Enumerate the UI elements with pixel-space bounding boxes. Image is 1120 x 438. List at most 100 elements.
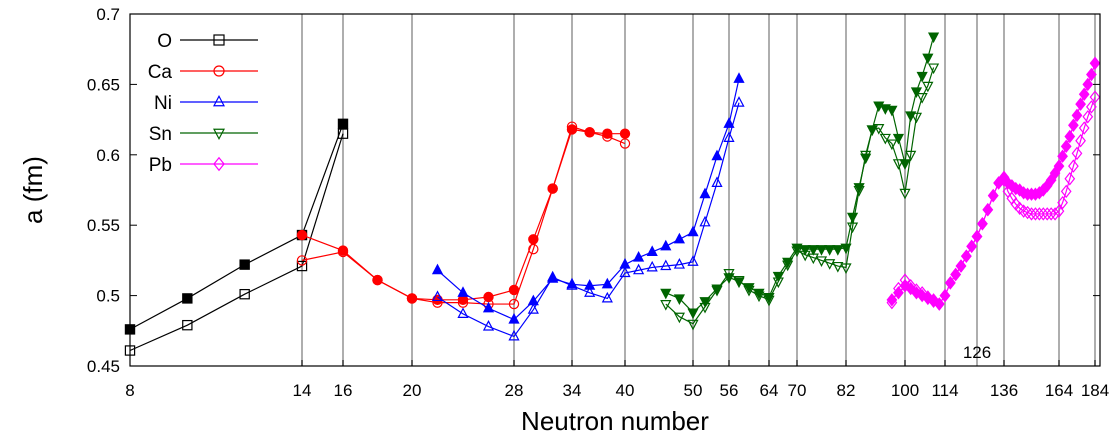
data-point: [916, 93, 928, 104]
data-point: [782, 260, 794, 272]
data-point: [457, 307, 469, 318]
data-point: [1075, 134, 1086, 148]
data-point: [1053, 204, 1065, 218]
tick-marks: [129, 13, 1100, 367]
data-point: [886, 105, 898, 117]
data-point: [1075, 97, 1086, 111]
data-point: [508, 298, 520, 310]
data-point: [892, 159, 905, 170]
data-point: [922, 290, 934, 304]
x-tick-label: 184: [1081, 381, 1109, 400]
x-tick-label: 82: [837, 381, 856, 400]
data-point: [699, 187, 711, 199]
data-point: [1068, 159, 1079, 173]
data-point: [619, 128, 631, 139]
data-point: [971, 229, 983, 244]
data-point: [566, 279, 578, 290]
data-point: [840, 243, 852, 255]
data-point: [1071, 108, 1083, 123]
data-point: [431, 290, 444, 302]
series-sn-filled: [660, 32, 940, 320]
data-point: [547, 270, 559, 282]
data-point: [1049, 207, 1061, 221]
data-point: [1089, 56, 1101, 70]
x-tick-label: 136: [990, 381, 1018, 400]
y-tick-label: 0.55: [87, 216, 120, 235]
data-point: [457, 297, 469, 308]
y-tick-label: 0.6: [96, 146, 120, 165]
data-point: [824, 259, 836, 270]
data-point: [699, 302, 711, 314]
legend-label: Pb: [149, 155, 172, 176]
data-point: [602, 131, 613, 142]
data-point: [508, 329, 520, 341]
series-o-open: [124, 128, 349, 356]
data-point: [824, 245, 836, 256]
data-point: [743, 285, 755, 297]
data-point: [482, 319, 495, 331]
data-point: [987, 188, 999, 203]
legend-label: Ni: [154, 93, 172, 114]
data-point: [1089, 90, 1101, 104]
data-point: [1078, 87, 1090, 101]
y-tick-label: 0.45: [87, 357, 120, 376]
x-tick-label: 20: [403, 381, 422, 400]
data-point: [584, 286, 596, 297]
data-point: [950, 267, 962, 282]
data-point: [619, 138, 631, 149]
x-tick-label: 40: [616, 381, 635, 400]
data-point: [687, 225, 699, 237]
data-point: [584, 279, 596, 290]
series-layer: [124, 32, 1101, 356]
data-point: [916, 71, 928, 83]
data-point: [955, 259, 967, 273]
series-ni-open: [431, 96, 745, 341]
x-axis-title: Neutron number: [521, 406, 709, 436]
x-tick-label: 50: [684, 381, 703, 400]
x-tick-label: 56: [720, 381, 739, 400]
data-point: [1086, 100, 1097, 114]
data-point: [547, 183, 558, 194]
data-point: [960, 249, 972, 263]
data-point: [899, 273, 911, 287]
data-point: [432, 297, 443, 308]
data-point: [296, 260, 308, 272]
series-ni-filled: [431, 72, 745, 324]
data-point: [910, 112, 923, 124]
data-point: [840, 263, 852, 275]
data-point: [213, 128, 225, 141]
data-point: [687, 319, 699, 331]
data-point: [791, 246, 803, 258]
data-point: [846, 222, 859, 234]
data-point: [733, 72, 745, 83]
series-line: [129, 133, 344, 352]
x-tick-label: 64: [760, 381, 779, 400]
data-point: [1026, 207, 1037, 221]
data-point: [982, 203, 994, 217]
data-point: [508, 312, 520, 324]
data-point: [1053, 159, 1065, 173]
data-point: [660, 239, 672, 251]
data-point: [1068, 118, 1079, 132]
data-point: [1078, 121, 1090, 135]
data-point: [873, 123, 885, 135]
data-point: [687, 308, 699, 320]
data-point: [337, 118, 349, 130]
data-point: [406, 293, 418, 304]
series-pb-open: [886, 90, 1101, 311]
data-point: [646, 245, 658, 257]
data-point: [1071, 146, 1083, 161]
data-point: [763, 295, 775, 307]
data-point: [1033, 207, 1045, 221]
data-point: [772, 277, 784, 289]
data-point: [911, 283, 922, 297]
x-tick-label: 100: [891, 381, 919, 400]
data-point: [922, 81, 934, 93]
data-point: [815, 245, 828, 256]
data-point: [893, 281, 904, 296]
data-point: [993, 176, 1004, 190]
y-tick-label: 0.5: [96, 287, 120, 306]
data-point: [807, 253, 819, 265]
data-point: [584, 127, 595, 138]
